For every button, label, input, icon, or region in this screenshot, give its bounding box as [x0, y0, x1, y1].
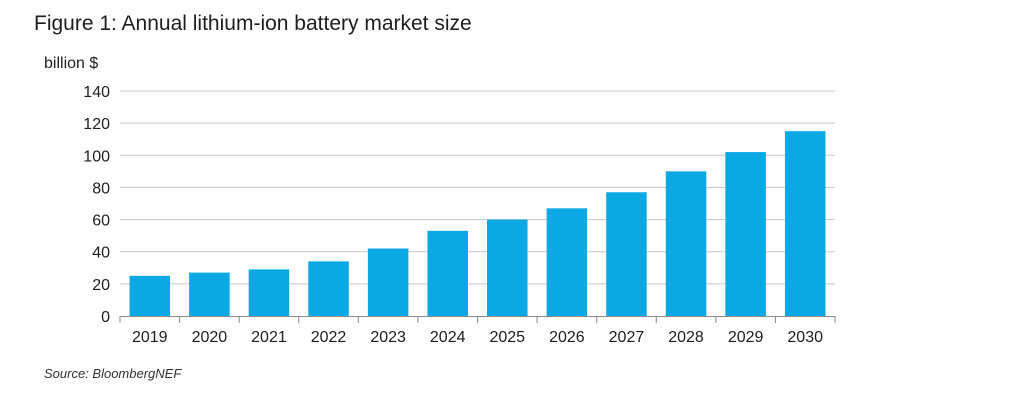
bar-2030: [784, 131, 826, 316]
x-tick-label: 2029: [728, 329, 764, 346]
y-tick-label: 0: [101, 309, 110, 326]
x-tick-label: 2022: [311, 329, 347, 346]
x-tick-label: 2025: [489, 329, 525, 346]
y-tick-label: 60: [92, 213, 110, 230]
bar-2020: [189, 272, 230, 316]
bar-2028: [665, 171, 707, 316]
x-axis-ticks: 2019 2020 2021 2022 2023 2024 2025 2026 2027 2028…: [132, 329, 823, 346]
x-tick-label: 2028: [668, 329, 704, 346]
bar-2023: [367, 248, 409, 316]
y-tick-label: 140: [83, 84, 110, 101]
y-tick-label: 80: [92, 180, 110, 197]
bar-2026: [546, 208, 588, 316]
x-tick-label: 2024: [430, 329, 466, 346]
bar-2022: [308, 261, 349, 316]
chart-title: Figure 1: Annual lithium-ion battery mar…: [34, 12, 472, 35]
bars: [129, 131, 826, 316]
x-tick-label: 2019: [132, 329, 168, 346]
y-tick-label: 20: [92, 277, 110, 294]
bar-2019: [129, 275, 171, 316]
bar-2025: [487, 219, 528, 316]
x-tick-label: 2027: [609, 329, 645, 346]
x-tick-label: 2020: [192, 329, 228, 346]
gridlines: [120, 90, 835, 285]
x-tick-label: 2030: [787, 329, 823, 346]
bar-2027: [606, 192, 647, 316]
source-note: Source: BloombergNEF: [44, 366, 182, 381]
x-axis: [119, 316, 836, 323]
y-tick-label: 120: [83, 116, 110, 133]
bar-2029: [725, 152, 766, 316]
x-tick-label: 2026: [549, 329, 585, 346]
x-tick-label: 2021: [251, 329, 287, 346]
y-axis-unit-label: billion $: [44, 55, 99, 72]
y-tick-label: 100: [83, 148, 110, 165]
y-tick-label: 40: [92, 245, 110, 262]
x-tick-label: 2023: [370, 329, 406, 346]
bar-2021: [248, 269, 290, 316]
y-axis-ticks: 0 20 40 60 80 100 120 140: [83, 84, 110, 326]
bar-2024: [427, 230, 468, 316]
